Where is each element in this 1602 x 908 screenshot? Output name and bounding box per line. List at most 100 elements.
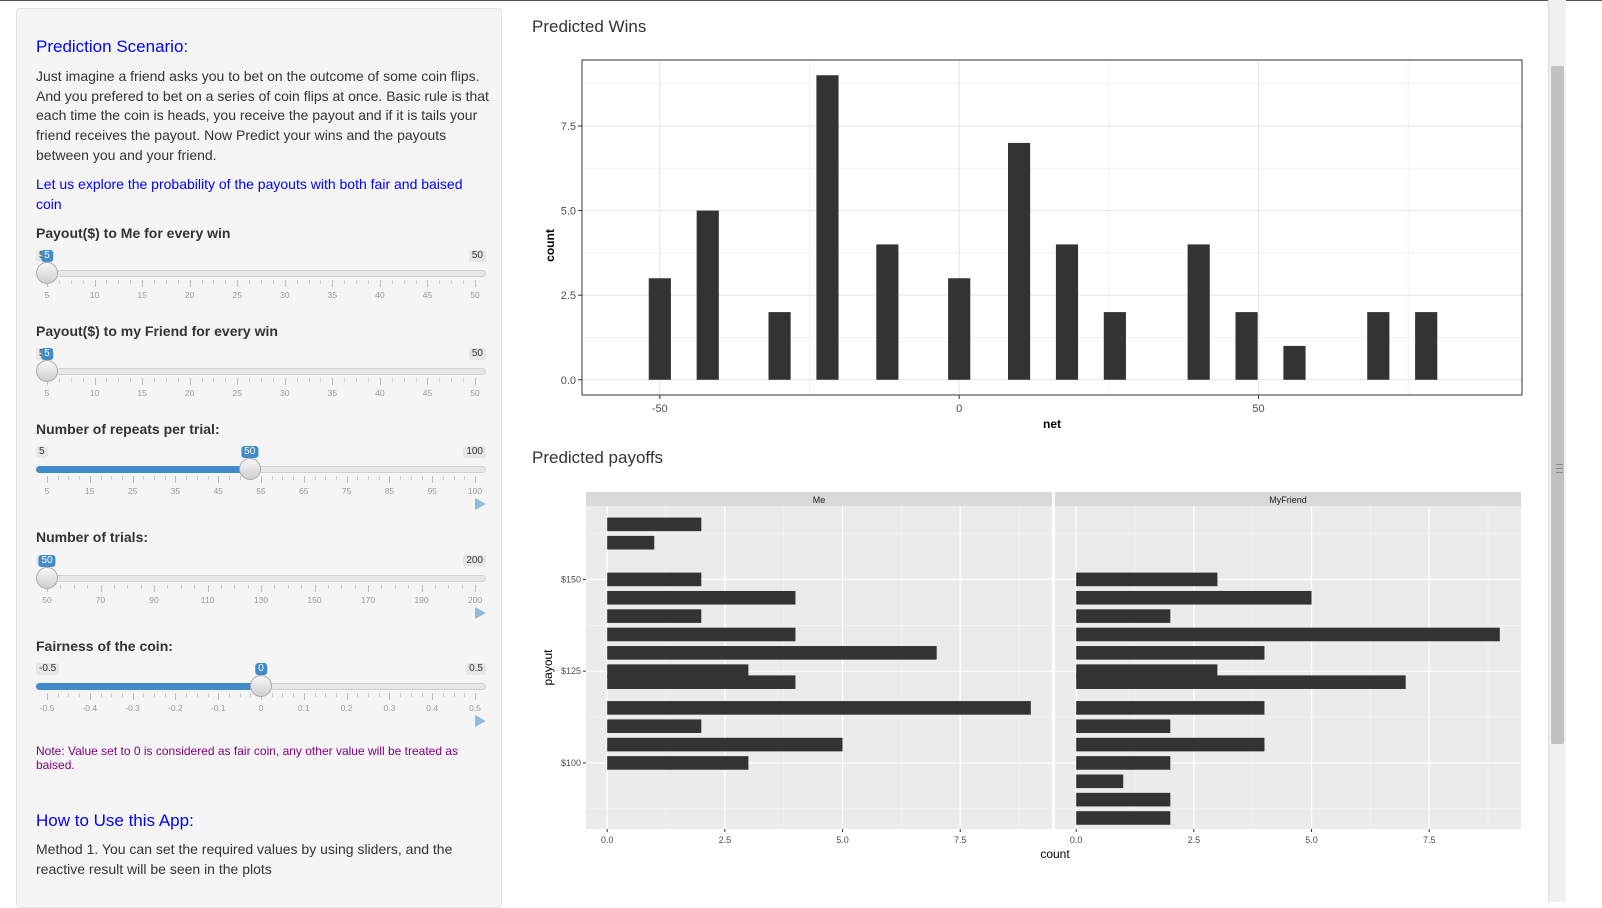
x-tick-label: 5.0: [1305, 835, 1318, 845]
y-tick-label: 7.5: [561, 121, 576, 133]
slider-tick: [165, 280, 167, 284]
slider-tick: [368, 585, 369, 592]
chart-bar: [607, 609, 702, 623]
slider-tick: [421, 693, 423, 697]
play-icon[interactable]: [475, 607, 486, 619]
slider-tick: [186, 476, 188, 480]
x-tick-label: 5.0: [836, 835, 849, 845]
slider-tick: [354, 585, 356, 589]
slider-trials[interactable]: 5020050507090110130150170190200: [36, 555, 486, 625]
slider-handle[interactable]: [36, 360, 58, 382]
slider-tick: [381, 585, 383, 589]
scrollbar-thumb[interactable]: [1551, 66, 1564, 744]
chart-bar: [1076, 701, 1265, 715]
slider-tick: [118, 378, 120, 382]
slider-track[interactable]: [36, 575, 486, 582]
slider-tick: [57, 476, 59, 480]
slider-grid-label: 5: [44, 388, 50, 398]
slider-fill: [36, 683, 261, 690]
slider-tick: [368, 378, 369, 382]
slider-label-payout-friend: Payout($) to my Friend for every win: [36, 323, 278, 339]
slider-grid-label: 200: [467, 595, 483, 605]
slider-tick: [439, 378, 441, 382]
chart-bar: [607, 572, 702, 587]
slider-grid-label: 15: [137, 290, 147, 300]
slider-handle[interactable]: [36, 262, 58, 284]
slider-handle[interactable]: [36, 567, 58, 589]
slider-grid-label: 20: [184, 388, 195, 398]
slider-tick: [475, 585, 476, 592]
slider-tick: [154, 693, 155, 697]
slider-tick: [237, 378, 239, 385]
window-top-border: [0, 0, 1602, 1]
slider-tick: [249, 280, 251, 284]
slider-tick: [325, 693, 327, 697]
play-icon[interactable]: [475, 498, 486, 510]
facet-strip-label: MyFriend: [1269, 495, 1307, 505]
slider-tick: [320, 280, 322, 284]
slider-track[interactable]: [36, 368, 486, 375]
slider-tick: [250, 693, 252, 697]
slider-track[interactable]: [36, 270, 486, 277]
slider-grid-label: 25: [232, 388, 242, 398]
slider-value-label: 50: [38, 555, 56, 567]
slider-grid-label: 30: [280, 290, 290, 300]
slider-tick: [186, 693, 188, 697]
slider-grid-label: 0.5: [469, 703, 481, 713]
chart-bar: [1076, 792, 1171, 807]
slider-tick: [415, 280, 417, 284]
slider-ticks: [36, 693, 486, 703]
y-tick-label: $125: [561, 666, 581, 676]
slider-tick: [284, 378, 286, 385]
slider-tick: [293, 693, 295, 697]
slider-tick: [314, 585, 316, 592]
slider-tick: [218, 476, 220, 483]
slider-tick: [261, 378, 262, 382]
slider-grid-label: 95: [427, 486, 437, 496]
slider-tick: [368, 693, 369, 697]
slider-tick: [464, 476, 466, 480]
slider-tick: [189, 378, 191, 385]
slider-min-label: 5: [36, 446, 48, 458]
slider-tick: [175, 693, 177, 700]
chart-bar: [1076, 664, 1218, 678]
slider-tick: [325, 476, 327, 480]
slider-payout-friend[interactable]: 55055101520253035404550: [36, 348, 486, 418]
slider-tick: [272, 378, 274, 382]
slider-tick: [130, 280, 132, 284]
slider-tick: [165, 378, 167, 382]
slider-handle[interactable]: [250, 675, 272, 697]
slider-grid-label: 10: [89, 388, 100, 398]
slider-grid-label: 40: [375, 290, 385, 300]
scrollbar-grip-icon: [1556, 464, 1563, 473]
slider-tick: [121, 476, 123, 480]
slider-payout-me[interactable]: 55055101520253035404550: [36, 250, 486, 320]
slider-tick: [47, 693, 48, 700]
slider-tick: [79, 693, 81, 697]
slider-tick: [453, 693, 455, 697]
slider-handle[interactable]: [238, 458, 261, 480]
slider-tick: [106, 378, 108, 382]
facet-strip-label: Me: [813, 495, 826, 505]
slider-repeats[interactable]: 5 100 50 5 15 25 35 45 55 65 75 85 95 100: [36, 446, 486, 516]
slider-min-label: -0.5: [36, 663, 60, 675]
slider-tick: [154, 476, 155, 480]
slider-tick: [451, 280, 453, 284]
slider-tick: [271, 693, 273, 697]
slider-tick: [303, 476, 305, 483]
y-tick-label: $100: [561, 758, 581, 768]
slider-grid-label: 75: [341, 486, 352, 496]
chart-bar: [876, 244, 899, 380]
chart-bar: [1235, 312, 1258, 380]
slider-tick: [308, 378, 310, 382]
slider-tick: [82, 378, 84, 382]
slider-tick: [464, 693, 466, 697]
slider-tick: [272, 280, 274, 284]
slider-tick: [282, 693, 284, 697]
vertical-scrollbar[interactable]: [1548, 0, 1566, 902]
y-axis-label: payout: [541, 649, 555, 686]
slider-tick: [368, 476, 369, 480]
slider-tick: [389, 693, 391, 700]
slider-fairness[interactable]: -0.5 0.5 0 -0.5 -0.4 -0.3 -0.2 -0.1 0 0.1 0.2 0.3 0.…: [36, 663, 486, 733]
play-icon[interactable]: [475, 715, 486, 727]
